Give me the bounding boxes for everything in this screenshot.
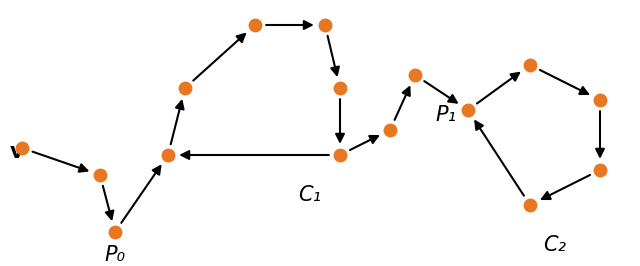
Text: C₁: C₁ xyxy=(298,185,321,205)
Text: P₀: P₀ xyxy=(104,245,125,265)
Text: P₁: P₁ xyxy=(435,105,456,125)
Text: C₂: C₂ xyxy=(543,235,566,255)
Text: v: v xyxy=(10,142,24,162)
